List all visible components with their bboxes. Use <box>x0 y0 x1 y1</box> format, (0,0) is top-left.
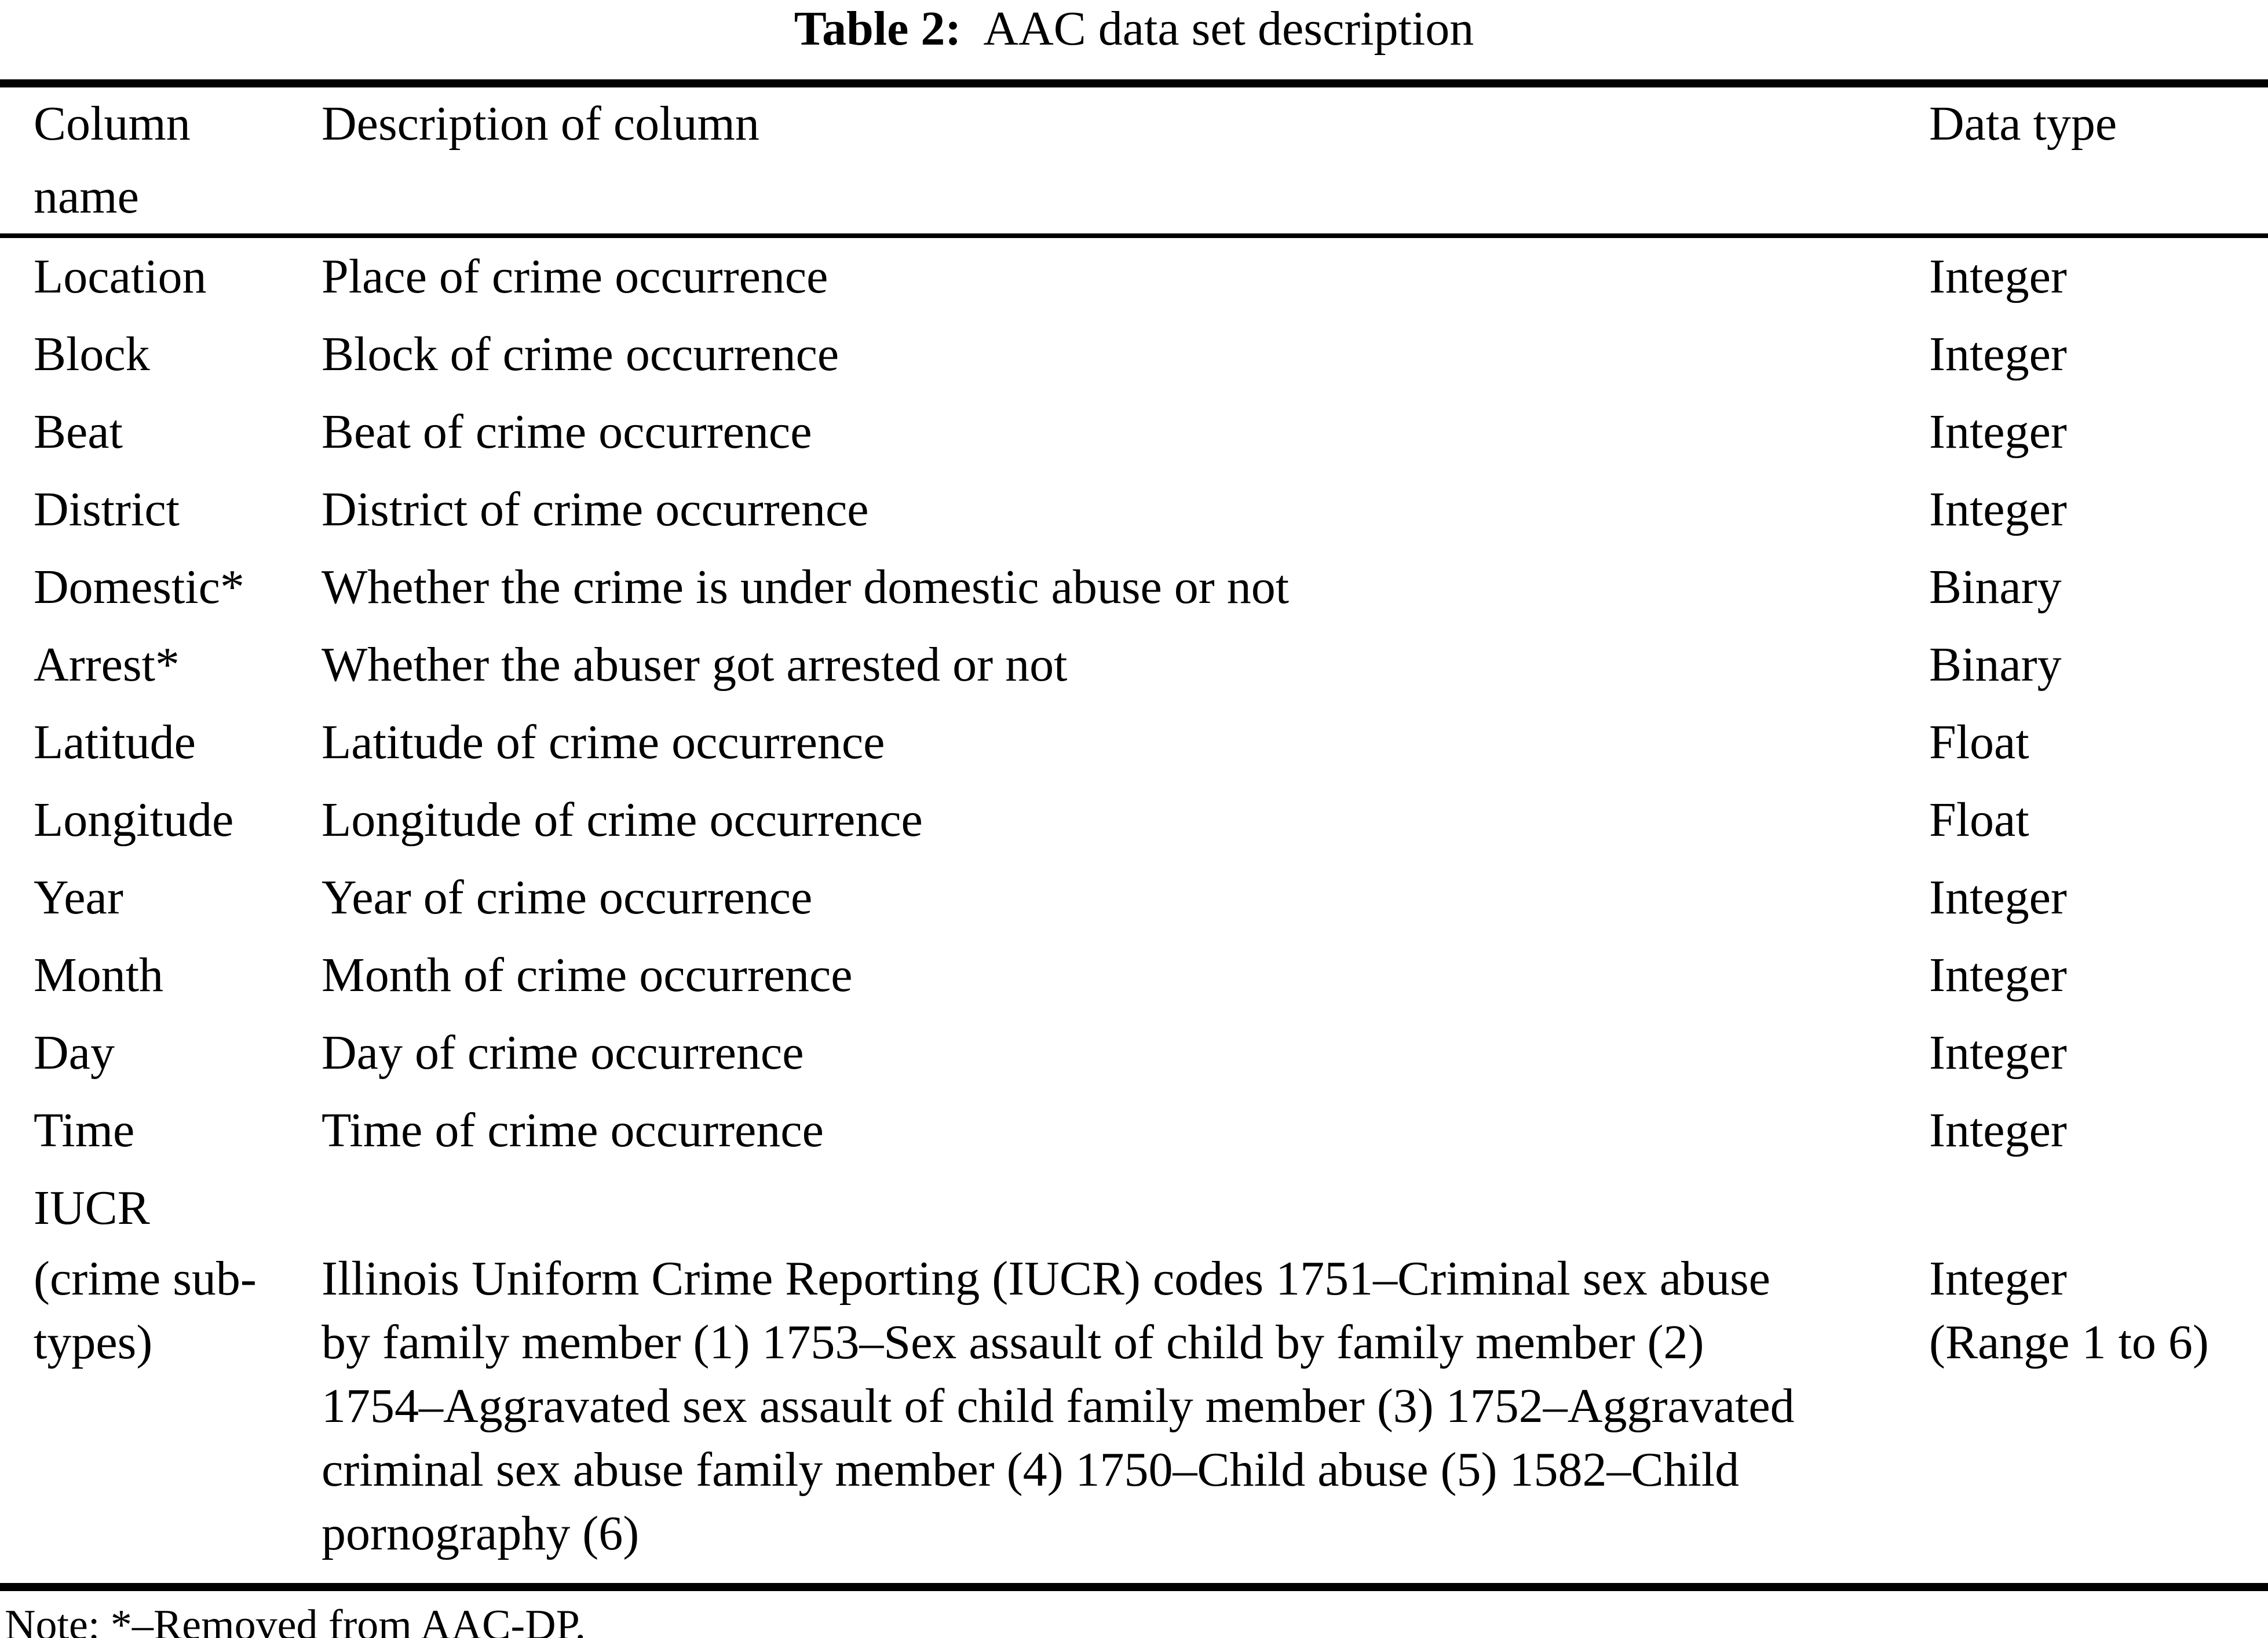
data-type-cell: Binary <box>1929 560 2062 614</box>
description-cell <box>322 1169 1929 1247</box>
column-name-cell: Block <box>34 327 150 381</box>
table-row: Beat Beat of crime occurrence Integer <box>0 393 2268 471</box>
column-name-cell: Time <box>34 1103 135 1157</box>
table-row: Location Place of crime occurrence Integ… <box>0 238 2268 316</box>
column-name-cell: Month <box>34 948 164 1002</box>
data-type-cell: Integer <box>1929 250 2067 304</box>
table-caption-label: Table 2: <box>794 2 962 56</box>
table-row: District District of crime occurrence In… <box>0 471 2268 549</box>
data-type-cell: Binary <box>1929 638 2062 692</box>
table-row: Latitude Latitude of crime occurrence Fl… <box>0 704 2268 781</box>
column-name-cell: IUCR <box>34 1181 150 1235</box>
description-cell: Longitude of crime occurrence <box>322 793 923 847</box>
table-caption-text: AAC data set description <box>983 2 1474 56</box>
header-row: Column name Description of column Data t… <box>0 87 2268 233</box>
data-type-cell: Float <box>1929 793 2029 847</box>
top-rule <box>0 79 2268 87</box>
description-cell: Month of crime occurrence <box>322 948 853 1002</box>
table-row: Longitude Longitude of crime occurrence … <box>0 781 2268 859</box>
table-row-iucr-label: IUCR <box>0 1169 2268 1247</box>
description-cell: Whether the crime is under domestic abus… <box>322 560 1290 614</box>
table-row: Day Day of crime occurrence Integer <box>0 1014 2268 1092</box>
column-name-cell: Beat <box>34 405 123 459</box>
table-row: Domestic* Whether the crime is under dom… <box>0 549 2268 626</box>
table-row-iucr-subtypes: (crime sub- types) Illinois Uniform Crim… <box>0 1247 2268 1566</box>
column-name-cell: District <box>34 482 180 536</box>
data-type-cell: Integer <box>1929 948 2067 1002</box>
data-type-cell: Integer (Range 1 to 6) <box>1929 1252 2209 1369</box>
table-caption: Table 2: AAC data set description <box>0 0 2268 79</box>
data-type-cell: Integer <box>1929 327 2067 381</box>
table-row: Block Block of crime occurrence Integer <box>0 316 2268 393</box>
column-name-cell: Location <box>34 250 207 304</box>
column-name-cell: Latitude <box>34 715 196 769</box>
description-cell: Illinois Uniform Crime Reporting (IUCR) … <box>322 1252 1795 1560</box>
header-data-type: Data type <box>1929 97 2117 151</box>
description-cell: Year of crime occurrence <box>322 871 813 924</box>
table-row: Month Month of crime occurrence Integer <box>0 937 2268 1014</box>
mid-rule <box>0 233 2268 238</box>
description-cell: District of crime occurrence <box>322 482 869 536</box>
description-cell: Block of crime occurrence <box>322 327 839 381</box>
column-name-cell: (crime sub- types) <box>34 1252 257 1369</box>
description-cell: Beat of crime occurrence <box>322 405 812 459</box>
table-row: Arrest* Whether the abuser got arrested … <box>0 626 2268 704</box>
table-row: Year Year of crime occurrence Integer <box>0 859 2268 937</box>
data-type-cell <box>1929 1169 2268 1247</box>
header-description: Description of column <box>322 97 759 151</box>
description-cell: Day of crime occurrence <box>322 1026 804 1080</box>
bottom-rule <box>0 1583 2268 1591</box>
data-type-cell: Integer <box>1929 482 2067 536</box>
header-column-name: Column name <box>34 97 191 224</box>
data-type-cell: Integer <box>1929 405 2067 459</box>
column-name-cell: Day <box>34 1026 115 1080</box>
description-cell: Place of crime occurrence <box>322 250 828 304</box>
data-type-cell: Float <box>1929 715 2029 769</box>
data-type-cell: Integer <box>1929 1103 2067 1157</box>
table-note: Note: *–Removed from AAC-DP. <box>5 1602 586 1638</box>
description-cell: Whether the abuser got arrested or not <box>322 638 1068 692</box>
description-cell: Latitude of crime occurrence <box>322 715 885 769</box>
description-cell: Time of crime occurrence <box>322 1103 824 1157</box>
column-name-cell: Domestic* <box>34 560 244 614</box>
data-type-cell: Integer <box>1929 1026 2067 1080</box>
column-name-cell: Arrest* <box>34 638 180 692</box>
data-type-cell: Integer <box>1929 871 2067 924</box>
table-row: Time Time of crime occurrence Integer <box>0 1092 2268 1169</box>
column-name-cell: Year <box>34 871 123 924</box>
column-name-cell: Longitude <box>34 793 234 847</box>
